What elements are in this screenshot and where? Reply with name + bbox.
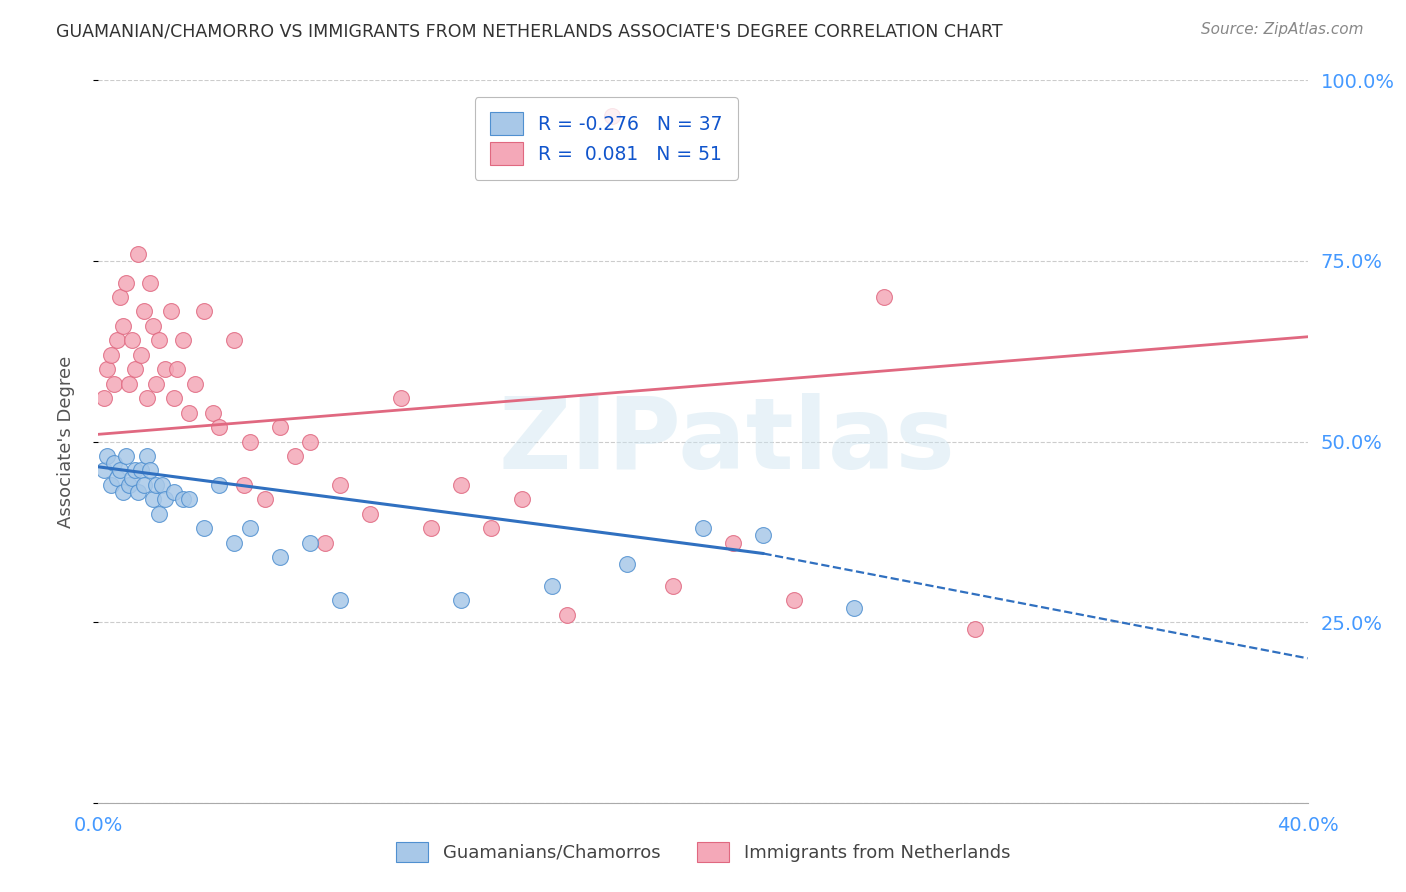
Point	[481, 521, 503, 535]
Point	[139, 276, 162, 290]
Y-axis label: Associate's Degree: Associate's Degree	[56, 355, 75, 528]
Point	[96, 362, 118, 376]
Point	[148, 334, 170, 348]
Point	[111, 318, 134, 333]
Point	[269, 550, 291, 565]
Point	[111, 485, 134, 500]
Point	[224, 334, 246, 348]
Point	[153, 362, 176, 376]
Point	[127, 246, 149, 260]
Point	[179, 492, 201, 507]
Point	[114, 276, 136, 290]
Point	[253, 492, 276, 507]
Point	[148, 507, 170, 521]
Text: Source: ZipAtlas.com: Source: ZipAtlas.com	[1201, 22, 1364, 37]
Point	[145, 478, 167, 492]
Point	[193, 521, 215, 535]
Point	[208, 420, 231, 434]
Point	[172, 334, 194, 348]
Point	[166, 362, 188, 376]
Point	[239, 521, 262, 535]
Point	[661, 579, 683, 593]
Point	[389, 391, 412, 405]
Text: ZIPatlas: ZIPatlas	[499, 393, 956, 490]
Point	[145, 376, 167, 391]
Point	[179, 406, 201, 420]
Point	[172, 492, 194, 507]
Point	[202, 406, 225, 420]
Point	[783, 593, 806, 607]
Point	[299, 434, 322, 449]
Point	[100, 478, 122, 492]
Point	[105, 334, 128, 348]
Point	[103, 456, 125, 470]
Point	[193, 304, 215, 318]
Point	[124, 362, 146, 376]
Point	[723, 535, 745, 549]
Point	[142, 492, 165, 507]
Point	[269, 420, 291, 434]
Point	[692, 521, 714, 535]
Point	[118, 376, 141, 391]
Point	[602, 110, 624, 124]
Point	[127, 485, 149, 500]
Point	[132, 478, 155, 492]
Point	[450, 593, 472, 607]
Point	[420, 521, 443, 535]
Point	[329, 478, 352, 492]
Point	[314, 535, 336, 549]
Point	[124, 463, 146, 477]
Point	[129, 463, 152, 477]
Point	[184, 376, 207, 391]
Point	[103, 376, 125, 391]
Point	[208, 478, 231, 492]
Point	[510, 492, 533, 507]
Point	[965, 623, 987, 637]
Point	[93, 391, 115, 405]
Point	[135, 391, 157, 405]
Point	[118, 478, 141, 492]
Point	[150, 478, 173, 492]
Point	[139, 463, 162, 477]
Point	[844, 600, 866, 615]
Point	[873, 290, 896, 304]
Point	[114, 449, 136, 463]
Point	[132, 304, 155, 318]
Point	[153, 492, 176, 507]
Point	[540, 579, 562, 593]
Point	[555, 607, 578, 622]
Point	[108, 463, 131, 477]
Point	[129, 348, 152, 362]
Point	[96, 449, 118, 463]
Point	[135, 449, 157, 463]
Point	[299, 535, 322, 549]
Point	[284, 449, 307, 463]
Point	[163, 485, 186, 500]
Point	[224, 535, 246, 549]
Point	[160, 304, 183, 318]
Point	[142, 318, 165, 333]
Point	[121, 470, 143, 484]
Point	[616, 558, 638, 572]
Point	[232, 478, 254, 492]
Point	[329, 593, 352, 607]
Legend: R = -0.276   N = 37, R =  0.081   N = 51: R = -0.276 N = 37, R = 0.081 N = 51	[475, 97, 738, 180]
Point	[360, 507, 382, 521]
Point	[100, 348, 122, 362]
Point	[105, 470, 128, 484]
Point	[239, 434, 262, 449]
Point	[121, 334, 143, 348]
Point	[163, 391, 186, 405]
Legend: Guamanians/Chamorros, Immigrants from Netherlands: Guamanians/Chamorros, Immigrants from Ne…	[388, 834, 1018, 870]
Text: GUAMANIAN/CHAMORRO VS IMMIGRANTS FROM NETHERLANDS ASSOCIATE'S DEGREE CORRELATION: GUAMANIAN/CHAMORRO VS IMMIGRANTS FROM NE…	[56, 22, 1002, 40]
Point	[108, 290, 131, 304]
Point	[752, 528, 775, 542]
Point	[450, 478, 472, 492]
Point	[93, 463, 115, 477]
